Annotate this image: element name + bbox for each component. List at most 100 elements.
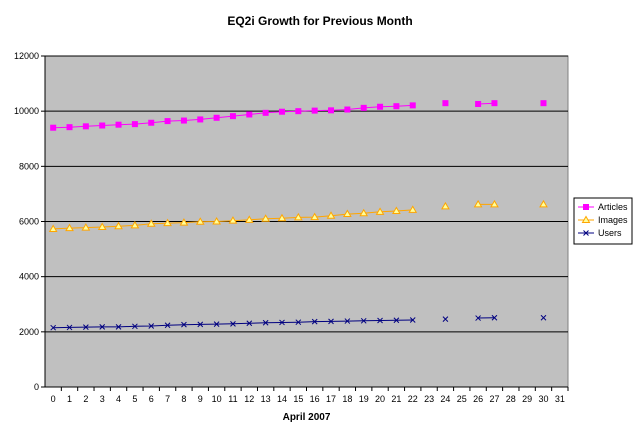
users-point (262, 319, 269, 326)
chart-title: EQ2i Growth for Previous Month (227, 14, 412, 28)
images-point (244, 215, 254, 223)
users-point (50, 324, 57, 331)
x-tick-label: 14 (277, 394, 287, 404)
images-point (392, 206, 401, 215)
images-point (539, 199, 548, 208)
x-tick-label: 10 (212, 394, 222, 404)
users-point (99, 324, 106, 330)
legend-articles-marker (583, 204, 589, 210)
x-tick-label: 26 (473, 394, 483, 404)
articles-point (262, 109, 269, 116)
images-point (375, 207, 385, 215)
x-tick-label: 18 (342, 394, 352, 404)
articles-point (164, 118, 171, 125)
y-tick-label: 2000 (19, 327, 39, 337)
articles-point (409, 102, 416, 109)
articles-point (295, 108, 302, 115)
articles-point (246, 111, 253, 118)
y-tick-label: 4000 (19, 272, 39, 282)
articles-point (148, 119, 155, 126)
articles-point (99, 122, 106, 129)
articles-point (377, 103, 384, 110)
articles-point (197, 116, 204, 123)
x-tick-label: 19 (359, 394, 369, 404)
images-point (473, 199, 483, 208)
articles-point (475, 100, 482, 107)
articles-point (540, 100, 547, 107)
x-tick-label: 21 (391, 394, 401, 404)
images-point (310, 212, 320, 221)
users-point (311, 318, 318, 325)
x-tick-label: 17 (326, 394, 336, 404)
x-tick-label: 30 (538, 394, 548, 404)
articles-point (442, 100, 449, 107)
users-point (66, 324, 73, 331)
users-point (230, 320, 236, 327)
images-point (490, 199, 499, 208)
articles-point (328, 107, 335, 114)
y-tick-label: 0 (34, 382, 39, 392)
articles-point (66, 124, 73, 131)
users-point (181, 321, 187, 328)
x-tick-label: 1 (67, 394, 72, 404)
x-tick-label: 28 (506, 394, 516, 404)
users-point (360, 317, 367, 324)
x-tick-label: 9 (198, 394, 203, 404)
articles-point (393, 103, 400, 110)
legend-users-label: Users (598, 228, 622, 238)
users-point (475, 315, 481, 321)
x-tick-label: 20 (375, 394, 385, 404)
users-point (246, 320, 253, 327)
users-point (491, 314, 498, 321)
y-tick-label: 8000 (19, 161, 39, 171)
articles-point (180, 117, 187, 124)
x-tick-label: 15 (293, 394, 303, 404)
articles-point (213, 114, 220, 121)
images-point (179, 218, 189, 226)
y-tick-label: 10000 (14, 106, 39, 116)
x-tick-label: 24 (440, 394, 450, 404)
images-point (326, 211, 336, 219)
x-tick-label: 13 (261, 394, 271, 404)
images-point (293, 212, 303, 221)
legend-images-label: Images (598, 215, 628, 225)
x-tick-label: 31 (555, 394, 565, 404)
articles-point (311, 107, 318, 114)
users-point (213, 321, 220, 327)
legend-articles-label: Articles (598, 202, 628, 212)
users-point (164, 322, 171, 329)
users-point (148, 323, 155, 329)
articles-point (131, 121, 138, 128)
articles-point (82, 123, 89, 130)
images-point (408, 205, 418, 213)
users-point (344, 318, 351, 324)
images-point (441, 201, 450, 210)
images-point (261, 214, 271, 222)
users-point (197, 321, 204, 328)
users-point (377, 317, 383, 324)
x-tick-label: 4 (116, 394, 121, 404)
images-point (81, 223, 91, 231)
x-tick-label: 22 (408, 394, 418, 404)
users-point (442, 316, 449, 322)
legend-images-marker (581, 215, 591, 223)
y-tick-label: 6000 (19, 217, 39, 227)
images-point (65, 223, 74, 232)
images-point (130, 220, 140, 229)
images-point (97, 222, 107, 231)
images-point (195, 217, 205, 225)
x-tick-label: 29 (522, 394, 532, 404)
articles-point (50, 124, 57, 131)
x-tick-label: 3 (100, 394, 105, 404)
users-point (279, 319, 285, 326)
images-point (228, 216, 238, 224)
images-point (48, 224, 58, 232)
users-point (409, 317, 416, 323)
articles-point (278, 108, 285, 115)
images-point (359, 208, 369, 217)
users-point (132, 323, 138, 330)
x-tick-label: 0 (51, 394, 56, 404)
images-point (163, 218, 172, 227)
images-point (146, 219, 156, 227)
